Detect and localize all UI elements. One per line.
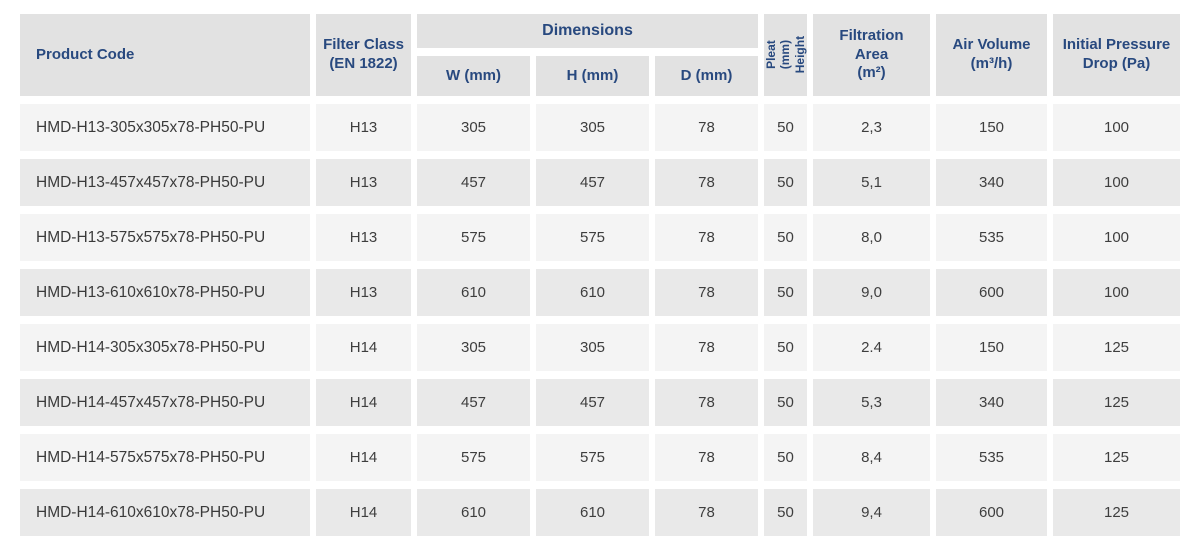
cell-width: 457 <box>417 159 530 206</box>
cell-width: 610 <box>417 269 530 316</box>
header-air-volume: Air Volume (m³/h) <box>936 14 1047 96</box>
cell-product-code: HMD-H13-305x305x78-PH50-PU <box>20 104 310 151</box>
cell-filter-class: H14 <box>316 489 411 536</box>
cell-pleat-height: 50 <box>764 324 807 371</box>
cell-filter-class: H13 <box>316 214 411 261</box>
header-filter-class: Filter Class (EN 1822) <box>316 14 411 96</box>
header-pleat-height: Pleat (mm) Height <box>764 14 807 96</box>
cell-filtration-area: 8,0 <box>813 214 930 261</box>
cell-height: 457 <box>536 159 649 206</box>
cell-air-volume: 340 <box>936 379 1047 426</box>
cell-filter-class: H14 <box>316 434 411 481</box>
cell-pressure-drop: 125 <box>1053 379 1180 426</box>
cell-depth: 78 <box>655 379 758 426</box>
cell-width: 305 <box>417 324 530 371</box>
cell-air-volume: 150 <box>936 324 1047 371</box>
cell-product-code: HMD-H14-305x305x78-PH50-PU <box>20 324 310 371</box>
cell-filtration-area: 5,1 <box>813 159 930 206</box>
cell-width: 610 <box>417 489 530 536</box>
cell-pressure-drop: 100 <box>1053 269 1180 316</box>
filter-spec-table: Product Code Filter Class (EN 1822) Dime… <box>20 14 1180 536</box>
cell-height: 610 <box>536 269 649 316</box>
cell-pleat-height: 50 <box>764 379 807 426</box>
cell-depth: 78 <box>655 489 758 536</box>
cell-pressure-drop: 100 <box>1053 104 1180 151</box>
cell-pressure-drop: 125 <box>1053 434 1180 481</box>
header-width-mm: W (mm) <box>417 56 530 96</box>
header-product-code: Product Code <box>20 14 310 96</box>
cell-filter-class: H13 <box>316 159 411 206</box>
cell-filtration-area: 9,0 <box>813 269 930 316</box>
cell-width: 575 <box>417 434 530 481</box>
cell-air-volume: 535 <box>936 434 1047 481</box>
cell-depth: 78 <box>655 214 758 261</box>
cell-depth: 78 <box>655 159 758 206</box>
cell-filter-class: H14 <box>316 379 411 426</box>
header-pleat-height-label: Pleat (mm) Height <box>763 36 807 74</box>
filter-spec-page: Product Code Filter Class (EN 1822) Dime… <box>20 14 1180 536</box>
header-dimensions-group: Dimensions <box>417 14 758 48</box>
header-depth-mm: D (mm) <box>655 56 758 96</box>
header-initial-pressure-drop: Initial Pressure Drop (Pa) <box>1053 14 1180 96</box>
cell-height: 575 <box>536 214 649 261</box>
cell-air-volume: 340 <box>936 159 1047 206</box>
cell-filter-class: H14 <box>316 324 411 371</box>
cell-air-volume: 600 <box>936 489 1047 536</box>
cell-product-code: HMD-H13-575x575x78-PH50-PU <box>20 214 310 261</box>
cell-pleat-height: 50 <box>764 104 807 151</box>
cell-filtration-area: 5,3 <box>813 379 930 426</box>
cell-height: 610 <box>536 489 649 536</box>
cell-pressure-drop: 100 <box>1053 159 1180 206</box>
cell-pleat-height: 50 <box>764 489 807 536</box>
cell-pleat-height: 50 <box>764 214 807 261</box>
cell-product-code: HMD-H14-610x610x78-PH50-PU <box>20 489 310 536</box>
cell-pressure-drop: 125 <box>1053 489 1180 536</box>
cell-depth: 78 <box>655 269 758 316</box>
cell-filtration-area: 9,4 <box>813 489 930 536</box>
cell-depth: 78 <box>655 324 758 371</box>
cell-pleat-height: 50 <box>764 269 807 316</box>
cell-pleat-height: 50 <box>764 159 807 206</box>
cell-width: 575 <box>417 214 530 261</box>
cell-product-code: HMD-H14-457x457x78-PH50-PU <box>20 379 310 426</box>
cell-height: 575 <box>536 434 649 481</box>
cell-filtration-area: 2,3 <box>813 104 930 151</box>
cell-filter-class: H13 <box>316 104 411 151</box>
cell-depth: 78 <box>655 434 758 481</box>
cell-width: 457 <box>417 379 530 426</box>
cell-filtration-area: 8,4 <box>813 434 930 481</box>
cell-product-code: HMD-H14-575x575x78-PH50-PU <box>20 434 310 481</box>
cell-height: 457 <box>536 379 649 426</box>
cell-pleat-height: 50 <box>764 434 807 481</box>
header-height-mm: H (mm) <box>536 56 649 96</box>
cell-product-code: HMD-H13-457x457x78-PH50-PU <box>20 159 310 206</box>
cell-filtration-area: 2.4 <box>813 324 930 371</box>
cell-product-code: HMD-H13-610x610x78-PH50-PU <box>20 269 310 316</box>
cell-pressure-drop: 100 <box>1053 214 1180 261</box>
cell-pressure-drop: 125 <box>1053 324 1180 371</box>
cell-air-volume: 600 <box>936 269 1047 316</box>
cell-width: 305 <box>417 104 530 151</box>
cell-height: 305 <box>536 104 649 151</box>
cell-air-volume: 535 <box>936 214 1047 261</box>
cell-height: 305 <box>536 324 649 371</box>
header-filtration-area: Filtration Area (m²) <box>813 14 930 96</box>
cell-air-volume: 150 <box>936 104 1047 151</box>
cell-depth: 78 <box>655 104 758 151</box>
cell-filter-class: H13 <box>316 269 411 316</box>
